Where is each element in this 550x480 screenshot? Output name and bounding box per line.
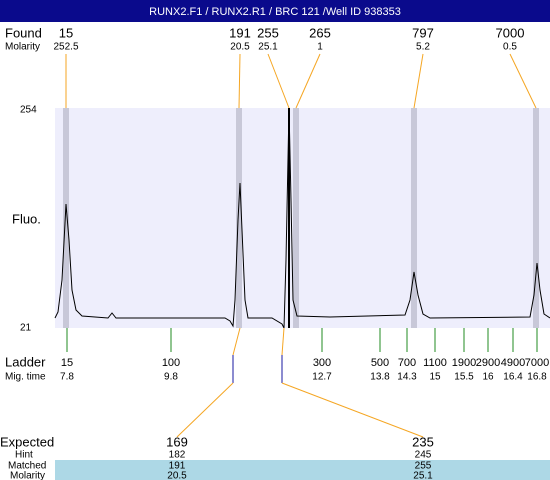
found-size: 191 (229, 25, 251, 40)
found-size: 265 (309, 25, 331, 40)
peak-band (293, 108, 299, 328)
expected-molarity: 25.1 (413, 471, 433, 480)
ladder-mig-time: 16.8 (527, 372, 547, 383)
hint-size: 245 (415, 450, 432, 461)
hint-label: Hint (15, 450, 33, 461)
found-label: Found (5, 25, 42, 40)
connector (232, 327, 241, 356)
ladder-size: 7000 (525, 357, 549, 369)
found-molarity: 25.1 (258, 42, 278, 53)
found-connector (413, 53, 424, 109)
ladder-size: 15 (61, 357, 73, 369)
plot-area (55, 108, 550, 328)
ladder-mig-time: 9.8 (164, 372, 178, 383)
ladder-mig-time: 15.5 (454, 372, 474, 383)
hint-size: 182 (169, 450, 186, 461)
found-molarity: 0.5 (503, 42, 517, 53)
found-size: 15 (59, 25, 73, 40)
ladder-size: 1100 (423, 357, 447, 369)
found-molarity: 20.5 (230, 42, 250, 53)
found-size: 7000 (496, 25, 525, 40)
peak-marker (288, 108, 290, 328)
found-molarity: 1 (317, 42, 323, 53)
found-molarity: 252.5 (53, 42, 78, 53)
ladder-size: 4900 (501, 357, 525, 369)
peak-band (411, 108, 417, 328)
ladder-size: 700 (398, 357, 416, 369)
mig-time-label: Mig. time (5, 372, 46, 383)
trace (54, 107, 550, 329)
ladder-mig-time: 14.3 (397, 372, 417, 383)
ladder-mig-time: 16.4 (503, 372, 523, 383)
found-connector (238, 53, 241, 109)
y-top-label: 254 (20, 105, 37, 116)
matched-size: 191 (169, 461, 186, 472)
found-connector (295, 53, 321, 109)
peak-band (63, 108, 69, 328)
expected-size: 169 (166, 434, 188, 449)
found-molarity-label: Molarity (5, 42, 40, 53)
y-bottom-label: 21 (20, 323, 32, 334)
connector (281, 327, 285, 356)
expected-size: 235 (412, 434, 434, 449)
ladder-mig-time: 13.8 (370, 372, 390, 383)
connectors (176, 327, 424, 438)
peak-band (236, 108, 242, 328)
found-connector (509, 53, 537, 109)
found-size: 797 (412, 25, 434, 40)
ladder-label: Ladder (5, 354, 46, 369)
connector (176, 382, 234, 438)
found-molarity: 5.2 (416, 42, 430, 53)
ladder-mig-time: 16 (482, 372, 494, 383)
peak-bands (63, 108, 539, 328)
matched-label: Matched (8, 461, 46, 472)
ladder-size: 100 (162, 357, 180, 369)
matched-size: 255 (415, 461, 432, 472)
expected-molarity-label: Molarity (10, 471, 45, 480)
ladder-mig-time: 15 (429, 372, 441, 383)
title: RUNX2.F1 / RUNX2.R1 / BRC 121 /Well ID 9… (149, 6, 401, 18)
ladder-mig-time: 7.8 (60, 372, 74, 383)
y-axis-label: Fluo. (12, 211, 41, 226)
found-size: 255 (257, 25, 279, 40)
ladder-mig-time: 12.7 (312, 372, 332, 383)
ladder-size: 500 (371, 357, 389, 369)
peak-band (533, 108, 539, 328)
expected-label: Expected (0, 434, 54, 449)
expected-molarity: 20.5 (167, 471, 187, 480)
title-bar (0, 0, 550, 22)
ladder-size: 2900 (476, 357, 500, 369)
matched-band (55, 460, 550, 480)
ladder-size: 300 (313, 357, 331, 369)
connector (281, 382, 424, 438)
found-connector (267, 53, 290, 109)
ladder-size: 1900 (452, 357, 476, 369)
